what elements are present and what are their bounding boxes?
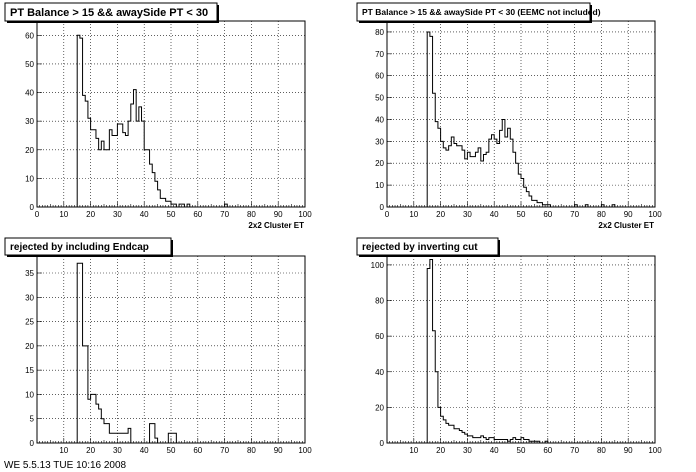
histogram-line bbox=[76, 34, 236, 208]
x-tick-label: 60 bbox=[193, 446, 202, 455]
chart-title: rejected by inverting cut bbox=[362, 242, 478, 253]
chart-title: PT Balance > 15 && awaySide PT < 30 (EEM… bbox=[362, 7, 601, 17]
x-tick-label: 10 bbox=[409, 446, 418, 455]
x-tick-label: 30 bbox=[463, 210, 472, 219]
y-tick-label: 60 bbox=[375, 72, 384, 81]
y-tick-label: 30 bbox=[25, 117, 34, 126]
title-box bbox=[356, 2, 591, 22]
x-tick-label: 60 bbox=[543, 210, 552, 219]
y-tick-label: 30 bbox=[25, 293, 34, 302]
panel-rejected-endcap: 10 20 30 40 50 60 70 80 90 100 0 5 10 15 20 25 30 35 rejec… bbox=[4, 237, 312, 455]
title-box bbox=[4, 237, 172, 256]
x-tick-label: 0 bbox=[35, 210, 40, 219]
footer-text: WE 5.5.13 TUE 10:16 2008 bbox=[4, 460, 127, 471]
x-tick-label: 20 bbox=[436, 210, 445, 219]
x-tick-label: 70 bbox=[570, 446, 579, 455]
y-tick-label: 20 bbox=[25, 342, 34, 351]
y-tick-label: 40 bbox=[25, 89, 34, 98]
x-tick-label: 30 bbox=[113, 210, 122, 219]
y-tick-label: 10 bbox=[25, 174, 34, 183]
x-tick-label: 50 bbox=[517, 210, 526, 219]
x-tick-label: 20 bbox=[86, 210, 95, 219]
x-tick-label: 60 bbox=[543, 446, 552, 455]
x-tick-label: 50 bbox=[517, 446, 526, 455]
x-tick-label: 90 bbox=[624, 446, 633, 455]
y-tick-label: 25 bbox=[25, 318, 34, 327]
y-tick-label: 0 bbox=[30, 203, 35, 212]
y-tick-label: 10 bbox=[375, 181, 384, 190]
x-tick-label: 80 bbox=[597, 446, 606, 455]
y-tick-label: 15 bbox=[25, 366, 34, 375]
panel-pt-balance: 0 10 20 30 40 50 60 70 80 90 100 0 10 20 30 40 50 60 PT Ba… bbox=[4, 2, 312, 230]
x-tick-label: 70 bbox=[220, 446, 229, 455]
y-tick-label: 5 bbox=[30, 415, 35, 424]
x-tick-label: 10 bbox=[409, 210, 418, 219]
x-tick-label: 10 bbox=[59, 446, 68, 455]
chart-title: PT Balance > 15 && awaySide PT < 30 bbox=[10, 7, 208, 19]
y-tick-label: 20 bbox=[375, 159, 384, 168]
panel-rejected-inverting: 10 20 30 40 50 60 70 80 90 100 0 20 40 60 80 100 rejecte… bbox=[356, 237, 662, 455]
y-tick-label: 20 bbox=[375, 403, 384, 412]
x-tick-label: 80 bbox=[247, 446, 256, 455]
y-tick-label: 0 bbox=[30, 439, 35, 448]
x-tick-label: 100 bbox=[648, 210, 662, 219]
x-tick-label: 10 bbox=[59, 210, 68, 219]
y-tick-label: 50 bbox=[375, 94, 384, 103]
y-tick-label: 50 bbox=[25, 60, 34, 69]
y-tick-label: 40 bbox=[375, 115, 384, 124]
x-tick-label: 20 bbox=[86, 446, 95, 455]
x-tick-label: 0 bbox=[385, 210, 390, 219]
x-tick-label: 40 bbox=[140, 446, 149, 455]
y-tick-label: 0 bbox=[380, 439, 385, 448]
x-tick-label: 90 bbox=[624, 210, 633, 219]
y-tick-label: 80 bbox=[375, 28, 384, 37]
x-tick-label: 90 bbox=[274, 210, 283, 219]
x-tick-label: 30 bbox=[463, 446, 472, 455]
y-tick-label: 100 bbox=[371, 261, 385, 270]
x-tick-label: 20 bbox=[436, 446, 445, 455]
x-tick-label: 40 bbox=[490, 210, 499, 219]
x-tick-label: 40 bbox=[490, 446, 499, 455]
y-tick-label: 80 bbox=[375, 297, 384, 306]
y-tick-label: 60 bbox=[375, 332, 384, 341]
x-tick-label: 70 bbox=[220, 210, 229, 219]
x-axis-label: 2x2 Cluster ET bbox=[248, 221, 304, 230]
title-box bbox=[356, 237, 499, 256]
x-tick-label: 80 bbox=[247, 210, 256, 219]
y-tick-label: 10 bbox=[25, 390, 34, 399]
x-tick-label: 60 bbox=[193, 210, 202, 219]
x-tick-label: 100 bbox=[298, 446, 312, 455]
y-tick-label: 60 bbox=[25, 31, 34, 40]
y-tick-label: 0 bbox=[380, 203, 385, 212]
x-tick-label: 50 bbox=[167, 446, 176, 455]
x-tick-label: 40 bbox=[140, 210, 149, 219]
x-tick-label: 100 bbox=[298, 210, 312, 219]
y-tick-label: 35 bbox=[25, 269, 34, 278]
histogram-line bbox=[76, 262, 180, 444]
x-tick-label: 100 bbox=[648, 446, 662, 455]
panel-pt-balance-no-eemc: 0 10 20 30 40 50 60 70 80 90 100 0 10 20 30 40 50 60 70 80 P… bbox=[356, 2, 662, 230]
x-tick-label: 70 bbox=[570, 210, 579, 219]
chart-title: rejected by including Endcap bbox=[10, 242, 149, 253]
y-tick-label: 70 bbox=[375, 50, 384, 59]
histogram-line bbox=[426, 31, 616, 208]
title-box bbox=[4, 2, 218, 22]
histogram-line bbox=[426, 259, 551, 444]
y-tick-label: 20 bbox=[25, 146, 34, 155]
x-tick-label: 30 bbox=[113, 446, 122, 455]
x-axis-label: 2x2 Cluster ET bbox=[598, 221, 654, 230]
y-tick-label: 30 bbox=[375, 137, 384, 146]
x-tick-label: 80 bbox=[597, 210, 606, 219]
x-tick-label: 50 bbox=[167, 210, 176, 219]
y-tick-label: 40 bbox=[375, 368, 384, 377]
x-tick-label: 90 bbox=[274, 446, 283, 455]
